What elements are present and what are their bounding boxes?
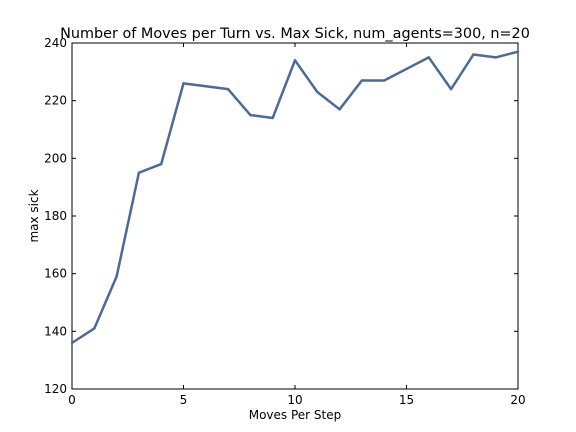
data-point	[271, 116, 274, 120]
x-tick-label: 0	[68, 393, 76, 407]
data-point	[427, 56, 430, 59]
data-point	[182, 82, 185, 85]
data-point	[226, 87, 230, 91]
data-point	[449, 87, 453, 91]
data-point	[383, 79, 386, 82]
data-point	[204, 85, 207, 88]
data-point	[338, 108, 341, 111]
data-point	[249, 113, 252, 117]
y-tick-label: 160	[44, 267, 67, 281]
data-point	[516, 50, 520, 53]
data-point	[316, 90, 319, 94]
x-tick-label: 15	[399, 393, 414, 407]
data-point	[360, 79, 364, 82]
y-tick-label: 120	[44, 382, 67, 396]
x-axis-label: Moves Per Step	[249, 408, 342, 422]
y-tick-label: 200	[44, 151, 67, 165]
y-axis-label: max sick	[27, 189, 41, 242]
plot-frame	[71, 42, 519, 390]
y-tick-label: 180	[44, 209, 67, 223]
series-line	[71, 50, 519, 344]
data-point	[472, 53, 475, 56]
data-point	[494, 56, 497, 59]
data-point	[93, 327, 96, 330]
data-point	[293, 59, 297, 62]
data-point	[70, 341, 74, 345]
data-point	[137, 171, 141, 174]
data-point	[115, 275, 118, 278]
x-tick-label: 20	[510, 393, 525, 407]
data-point	[405, 67, 408, 71]
axis-ticks: 0 5 10 15 20 120 140 160 180 200 220 240	[44, 36, 526, 407]
y-tick-label: 140	[44, 324, 67, 338]
x-tick-label: 5	[180, 393, 188, 407]
chart-title: Number of Moves per Turn vs. Max Sick, n…	[60, 26, 530, 42]
x-tick-label: 10	[287, 393, 302, 407]
y-tick-label: 220	[44, 94, 67, 108]
y-tick-label: 240	[44, 36, 67, 50]
data-point	[160, 162, 163, 166]
data-points	[70, 50, 520, 345]
